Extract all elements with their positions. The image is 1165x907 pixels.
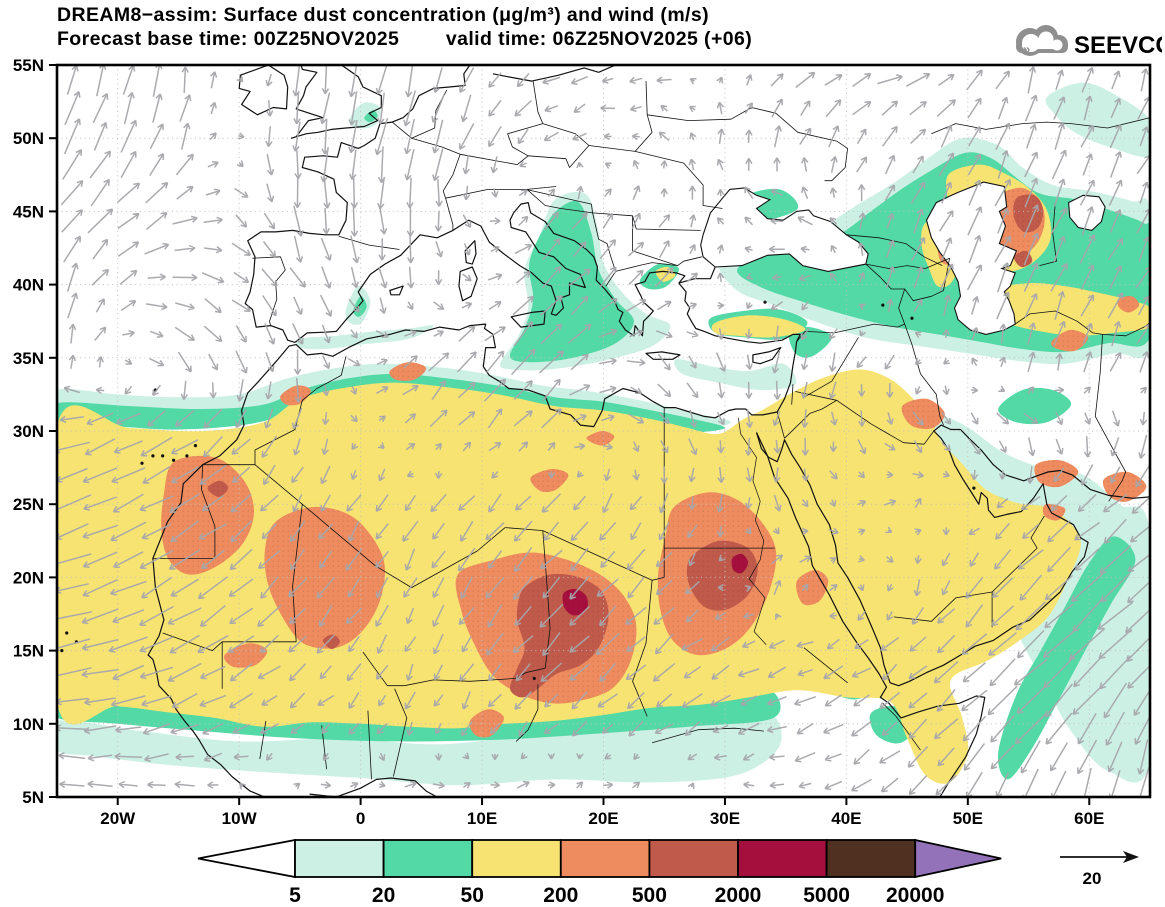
cloud-arrows-glyph: » [1023, 42, 1030, 57]
lat-tick-label: 35N [13, 349, 44, 368]
lat-tick-label: 30N [13, 422, 44, 441]
logo-text: SEEVCCC [1074, 32, 1162, 59]
colorbar-tick-label: 2000 [715, 884, 762, 907]
dust-region-arabian-sea-band [997, 536, 1136, 780]
lat-tick-label: 5N [22, 788, 44, 807]
map-content [57, 65, 1150, 797]
lat-tick-label: 45N [13, 202, 44, 221]
colorbar-tick-label: 200 [543, 884, 578, 907]
wind-reference-legend: 20 [1060, 851, 1139, 888]
colorbar-tick-label: 50 [461, 884, 484, 907]
lon-tick-label: 50E [953, 809, 983, 828]
country-borders [152, 81, 1150, 780]
map-panel: 55N 50N 45N 40N 35N 30N 25N 20N 15N 10N 5N 20W 10W 0 1… [13, 56, 1152, 828]
lat-tick-label: 50N [13, 129, 44, 148]
colorbar-legend: 5 20 50 200 500 2000 5000 20000 [197, 838, 1002, 907]
lon-tick-label: 10E [467, 809, 497, 828]
dust-region-south-turkey-yellow [711, 315, 806, 338]
colorbar-tick-label: 20 [372, 884, 395, 907]
wind-arrows-layer [57, 65, 1150, 797]
lon-tick-label: 60E [1074, 809, 1104, 828]
dust-region-maghreb-band [57, 373, 725, 433]
figure-title: DREAM8−assim: Surface dust concentration… [57, 4, 710, 26]
lon-tick-label: 30E [710, 809, 740, 828]
dust-region-sahel-band [57, 687, 781, 742]
cloud-icon: » [1016, 25, 1068, 57]
dust-region-central-med-plume [509, 200, 634, 363]
colorbar-tick-label: 20000 [886, 884, 944, 907]
map-canvas: 55N 50N 45N 40N 35N 30N 25N 20N 15N 10N 5N 20W 10W 0 1… [13, 56, 1152, 828]
dust-region-central-iran-teal [998, 387, 1072, 425]
dust-region-thames-teal-dot [364, 110, 378, 123]
wind-reference-label: 20 [1083, 869, 1102, 888]
lon-tick-label: 20W [100, 809, 136, 828]
lat-tick-label: 25N [13, 495, 44, 514]
lat-tick-label: 40N [13, 276, 44, 295]
figure-subtitle: Forecast base time: 00Z25NOV2025 valid t… [57, 28, 753, 50]
map-frame-axes: 55N 50N 45N 40N 35N 30N 25N 20N 15N 10N 5N 20W 10W 0 1… [13, 56, 1152, 828]
lon-tick-label: 10W [222, 809, 258, 828]
lat-tick-label: 55N [13, 56, 44, 75]
dust-region-alboran-fringe [296, 325, 434, 350]
lat-tick-label: 10N [13, 715, 44, 734]
lat-tick-label: 20N [13, 568, 44, 587]
lon-tick-label: 20E [588, 809, 618, 828]
seevccc-logo: » SEEVCCC [1016, 25, 1162, 59]
colorbar-tick-label: 5 [289, 884, 301, 907]
lon-tick-label: 40E [831, 809, 861, 828]
lon-tick-label: 0 [356, 809, 365, 828]
dust-region-turkmen-yellow [988, 282, 1150, 336]
dust-region-ne-corner-fringe [1045, 82, 1150, 158]
dust-region-east-med-fringe [674, 359, 797, 391]
dust-region-south-sahel-fringe [57, 711, 782, 786]
colorbar-tick-label: 500 [632, 884, 667, 907]
dust-concentration-layer [57, 82, 1150, 786]
colorbar-tick-label: 5000 [803, 884, 850, 907]
lat-tick-label: 15N [13, 642, 44, 661]
